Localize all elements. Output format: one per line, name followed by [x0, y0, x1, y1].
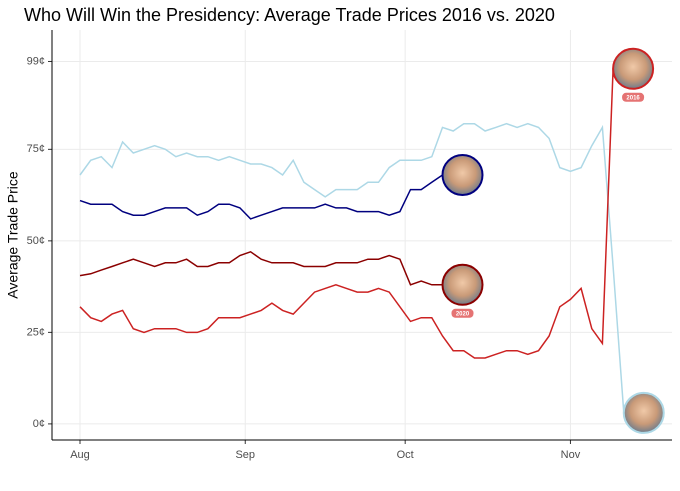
chart-title: Who Will Win the Presidency: Average Tra…: [24, 5, 555, 25]
grid: [52, 30, 672, 440]
x-tick-label: Sep: [235, 449, 255, 461]
badge: [622, 92, 645, 102]
avatar: [441, 153, 484, 196]
x-tick-label: Nov: [561, 449, 581, 461]
series-line: [79, 122, 625, 413]
x-tick-label: Oct: [397, 449, 414, 461]
y-axis-label: Average Trade Price: [5, 171, 21, 299]
series-line: [79, 250, 443, 286]
avatar: [441, 263, 484, 306]
avatar: [622, 391, 665, 434]
axes: 0¢ 25¢ 50¢ 75¢ 99¢ Aug Sep Oct Nov: [27, 30, 672, 461]
y-tick-label: 50¢: [27, 235, 45, 247]
series-line: [79, 68, 614, 359]
y-tick-label: 0¢: [33, 418, 45, 430]
y-tick-label: 25¢: [27, 326, 45, 338]
y-tick-label: 75¢: [27, 143, 45, 155]
badge-label: 2016: [626, 95, 640, 101]
y-tick-label: 99¢: [27, 55, 45, 67]
avatar: [612, 47, 655, 90]
lines: [79, 68, 625, 413]
badge-label: 2020: [456, 311, 470, 317]
x-tick-label: Aug: [70, 449, 90, 461]
series-line: [79, 174, 443, 220]
avatars: 2016 2020: [441, 47, 665, 434]
badge: [451, 308, 474, 318]
